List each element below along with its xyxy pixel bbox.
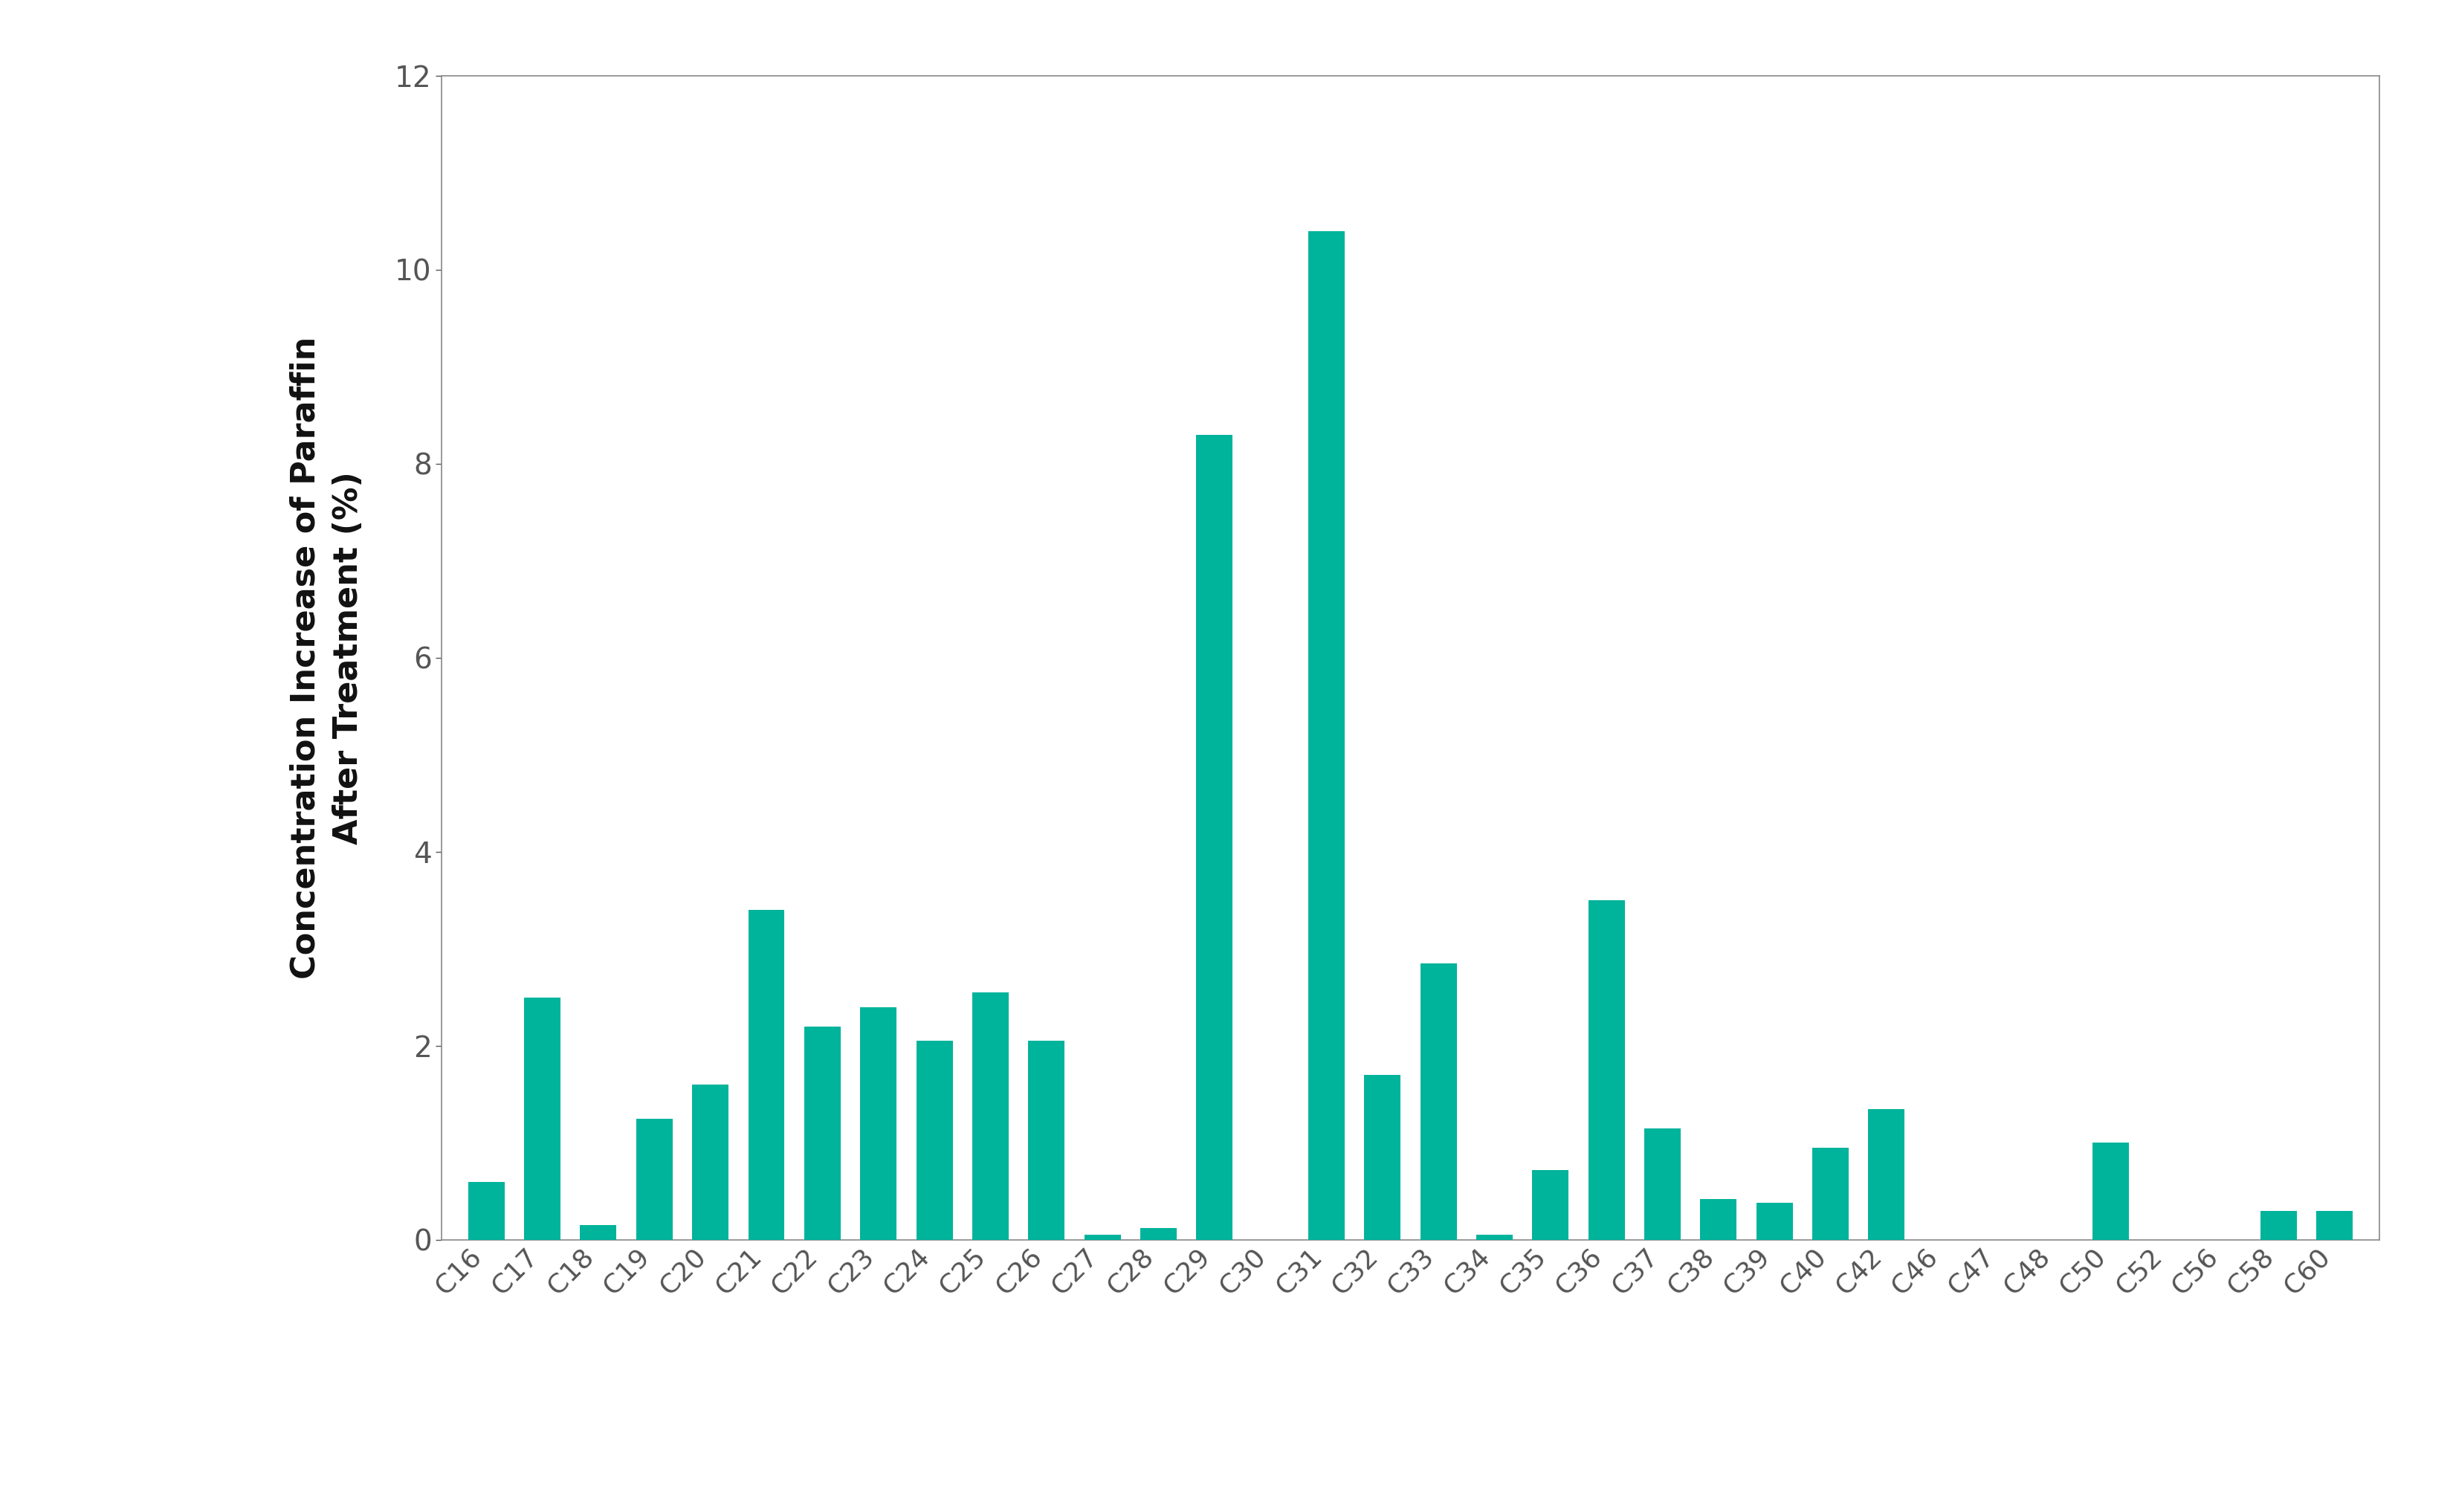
Bar xyxy=(971,992,1008,1240)
Bar xyxy=(1197,434,1234,1240)
Bar xyxy=(2092,1143,2129,1240)
Bar xyxy=(2259,1211,2296,1240)
Bar xyxy=(635,1119,672,1240)
Bar xyxy=(581,1225,616,1240)
Bar xyxy=(1756,1204,1793,1240)
Bar xyxy=(1420,963,1457,1240)
Bar xyxy=(1477,1235,1514,1240)
Bar xyxy=(1307,231,1344,1240)
Bar xyxy=(1084,1235,1121,1240)
Bar xyxy=(1813,1148,1850,1240)
Bar xyxy=(1364,1075,1401,1240)
Bar xyxy=(1869,1108,1904,1240)
Bar xyxy=(1700,1199,1737,1240)
Bar xyxy=(1141,1228,1177,1240)
Bar xyxy=(805,1027,841,1240)
Bar xyxy=(1587,900,1624,1240)
Bar xyxy=(1533,1170,1570,1240)
Bar xyxy=(748,910,785,1240)
Bar xyxy=(861,1007,898,1240)
Y-axis label: Concentration Increase of Paraffin
After Treatment (%): Concentration Increase of Paraffin After… xyxy=(289,337,363,978)
Bar xyxy=(692,1084,729,1240)
Bar xyxy=(917,1040,952,1240)
Bar xyxy=(525,998,562,1240)
Bar xyxy=(1028,1040,1065,1240)
Bar xyxy=(469,1182,505,1240)
Bar xyxy=(1644,1128,1680,1240)
Bar xyxy=(2316,1211,2352,1240)
